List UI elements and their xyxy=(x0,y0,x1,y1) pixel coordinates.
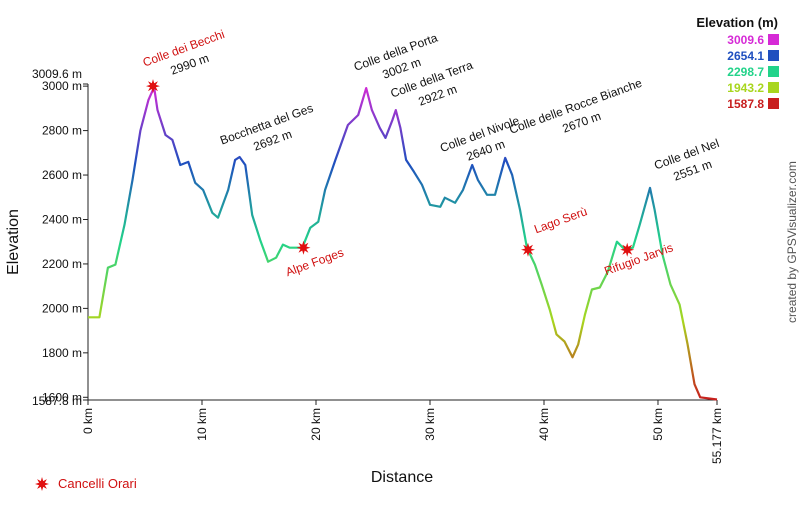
marker-legend-label: Cancelli Orari xyxy=(58,476,137,491)
x-tick-label: 30 km xyxy=(423,408,437,441)
x-tick-label: 10 km xyxy=(195,408,209,441)
y-tick-label: 1587.8 m xyxy=(32,394,82,408)
x-tick-label: 40 km xyxy=(537,408,551,441)
cancello-marker xyxy=(620,242,635,257)
legend-title: Elevation (m) xyxy=(696,15,778,30)
x-tick-label: 50 km xyxy=(651,408,665,441)
cancello-marker xyxy=(296,240,311,255)
legend-value: 2298.7 xyxy=(727,65,764,79)
legend-swatch xyxy=(768,82,779,93)
legend-swatch xyxy=(768,98,779,109)
x-tick-label: 20 km xyxy=(309,408,323,441)
legend-swatch xyxy=(768,34,779,45)
y-tick-label: 2600 m xyxy=(42,168,82,182)
y-tick-label: 2400 m xyxy=(42,212,82,226)
credit: created by GPSVisualizer.com xyxy=(785,161,799,323)
legend-value: 3009.6 xyxy=(727,33,764,47)
y-tick-label: 3009.6 m xyxy=(32,67,82,81)
x-tick-label: 55.177 km xyxy=(710,408,724,464)
y-tick-label: 2000 m xyxy=(42,301,82,315)
x-tick-label: 0 km xyxy=(81,408,95,434)
cancello-label: Alpe Foges xyxy=(284,245,346,279)
y-axis-label: Elevation xyxy=(5,209,22,275)
y-tick-label: 3000 m xyxy=(42,79,82,93)
legend-value: 1587.8 xyxy=(727,97,764,111)
legend-value: 2654.1 xyxy=(727,49,764,63)
y-tick-label: 2800 m xyxy=(42,124,82,138)
y-tick-label: 2200 m xyxy=(42,257,82,271)
cancello-label: Lago Serù xyxy=(532,204,589,236)
y-tick-label: 1800 m xyxy=(42,346,82,360)
legend-swatch xyxy=(768,50,779,61)
cancello-marker xyxy=(521,242,535,257)
y-tick-label: 1600 m xyxy=(42,390,82,404)
cancello-marker xyxy=(146,79,160,94)
legend-swatch xyxy=(768,66,779,77)
marker-legend-symbol xyxy=(35,477,49,491)
legend-value: 1943.2 xyxy=(727,81,764,95)
elevation-line xyxy=(88,86,718,401)
x-axis-label: Distance xyxy=(371,469,433,486)
